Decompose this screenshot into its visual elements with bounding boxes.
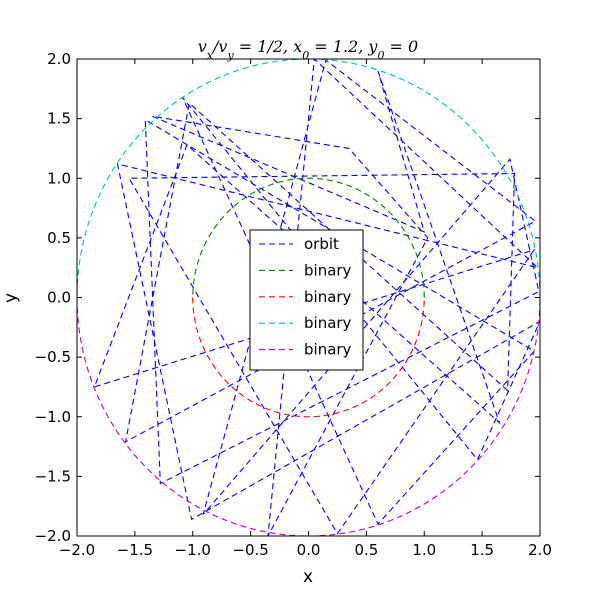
legend-label: orbit — [304, 235, 339, 253]
series-line-orbit — [93, 59, 540, 536]
legend-entry: binary — [259, 288, 352, 306]
legend-entry: binary — [259, 261, 352, 279]
x-axis-label: x — [303, 567, 313, 587]
legend-entry: orbit — [259, 235, 339, 253]
legend: orbit binary binary binary binary — [249, 229, 364, 371]
y-tick-label: −1.5 — [35, 467, 71, 485]
y-tick-label: 2.0 — [47, 50, 71, 68]
x-tick-label: 0.5 — [354, 541, 378, 559]
x-tick-label: 1.0 — [412, 541, 436, 559]
series-line-binary-1 — [192, 177, 425, 298]
x-tick-label: −1.5 — [117, 541, 153, 559]
series-line-binary-4 — [77, 297, 540, 536]
y-tick-label: 0.5 — [47, 229, 71, 247]
plot-curves — [77, 59, 540, 536]
y-tick-label: 1.5 — [47, 110, 71, 128]
chart-title: vx/vy = 1/2, x0 = 1.2, y0 = 0 — [198, 37, 418, 62]
x-tick-label: 1.5 — [470, 541, 494, 559]
y-tick-label: −1.0 — [35, 408, 71, 426]
y-tick-label: 0.0 — [47, 289, 71, 307]
series-line-binary-3 — [77, 59, 540, 298]
series-line-binary-2 — [192, 297, 425, 418]
legend-label: binary — [304, 288, 352, 306]
x-tick-label: 0.0 — [297, 541, 321, 559]
x-tick-label: 2.0 — [528, 541, 552, 559]
legend-label: binary — [304, 261, 352, 279]
legend-entry: binary — [259, 314, 352, 332]
y-tick-label: −0.5 — [35, 348, 71, 366]
y-tick-label: −2.0 — [35, 527, 71, 545]
axis-ticks: −2.0−2.0 −1.5 −1.5 −1.0 −1.0 −0.5 −0.5 0.0 0.0 0.… — [35, 50, 552, 559]
legend-entry: binary — [259, 341, 352, 359]
y-tick-label: 1.0 — [47, 169, 71, 187]
y-axis-label: y — [1, 293, 21, 303]
legend-label: binary — [304, 314, 352, 332]
x-tick-label: −1.0 — [175, 541, 211, 559]
x-tick-label: −2.0 — [59, 541, 95, 559]
legend-label: binary — [304, 341, 352, 359]
x-tick-label: −0.5 — [232, 541, 268, 559]
legend-frame — [249, 229, 364, 371]
